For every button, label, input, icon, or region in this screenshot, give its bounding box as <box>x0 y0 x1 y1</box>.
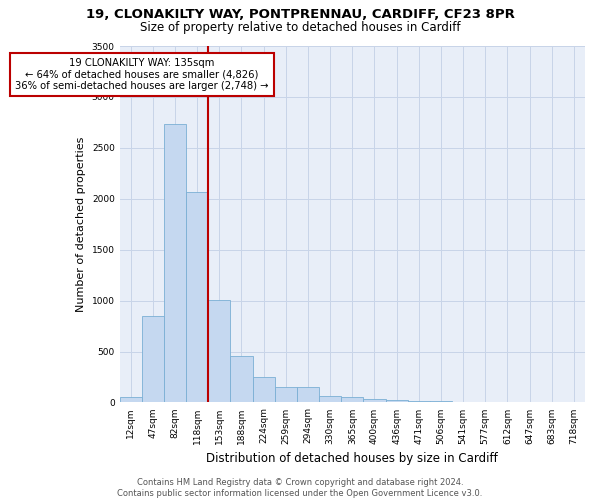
Bar <box>297 386 319 402</box>
Bar <box>119 397 142 402</box>
Bar <box>408 401 430 402</box>
Bar <box>341 398 364 402</box>
Bar <box>275 386 297 402</box>
Bar <box>319 396 341 402</box>
Bar <box>142 316 164 402</box>
Bar <box>253 377 275 402</box>
Text: Contains HM Land Registry data © Crown copyright and database right 2024.
Contai: Contains HM Land Registry data © Crown c… <box>118 478 482 498</box>
X-axis label: Distribution of detached houses by size in Cardiff: Distribution of detached houses by size … <box>206 452 498 465</box>
Bar <box>364 399 386 402</box>
Bar <box>230 356 253 403</box>
Bar <box>208 300 230 403</box>
Text: 19, CLONAKILTY WAY, PONTPRENNAU, CARDIFF, CF23 8PR: 19, CLONAKILTY WAY, PONTPRENNAU, CARDIFF… <box>86 8 514 20</box>
Bar <box>386 400 408 402</box>
Text: Size of property relative to detached houses in Cardiff: Size of property relative to detached ho… <box>140 21 460 34</box>
Y-axis label: Number of detached properties: Number of detached properties <box>76 136 86 312</box>
Text: 19 CLONAKILTY WAY: 135sqm
← 64% of detached houses are smaller (4,826)
36% of se: 19 CLONAKILTY WAY: 135sqm ← 64% of detac… <box>15 58 269 92</box>
Bar <box>186 192 208 402</box>
Bar <box>164 124 186 402</box>
